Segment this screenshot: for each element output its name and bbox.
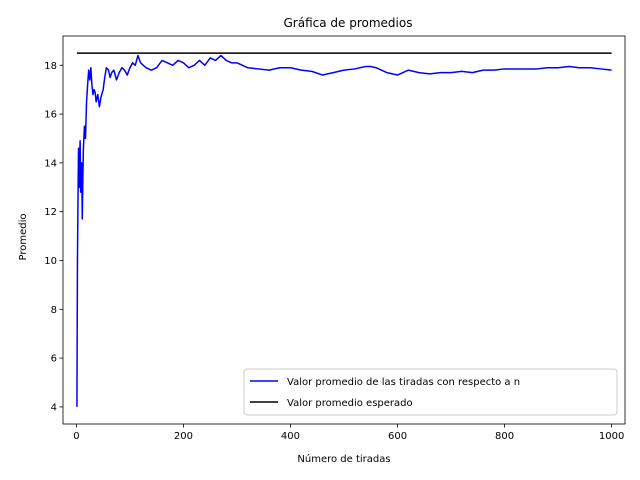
legend-box	[243, 368, 618, 416]
y-tick-label: 6	[51, 354, 57, 365]
y-tick-label: 4	[51, 402, 57, 413]
x-tick-label: 800	[495, 431, 514, 442]
x-tick-label: 400	[281, 431, 300, 442]
series-layer	[76, 52, 612, 407]
y-tick-label: 10	[44, 256, 57, 267]
x-axis-ticks: 0 200 400 600 800 1000	[73, 424, 624, 442]
x-tick-label: 0	[73, 431, 79, 442]
y-axis-ticks: 4 6 8 10 12 14 16 18	[44, 61, 63, 413]
y-tick-label: 16	[44, 110, 57, 121]
y-tick-label: 18	[44, 61, 57, 72]
y-tick-label: 14	[44, 158, 57, 169]
x-tick-label: 600	[388, 431, 407, 442]
chart-title: Gráfica de promedios	[284, 16, 413, 30]
axes-frame	[62, 35, 626, 425]
y-tick-label: 12	[44, 207, 57, 218]
y-tick-label: 8	[51, 305, 57, 316]
series-line-1	[76, 54, 612, 407]
legend-entry-1: Valor promedio de las tiradas con respec…	[287, 377, 520, 388]
legend: Valor promedio de las tiradas con respec…	[243, 368, 618, 416]
x-tick-label: 1000	[599, 431, 624, 442]
x-tick-label: 200	[174, 431, 193, 442]
plot-area: 0 200 400 600 800 1000 4 6 8 10 12 14 16 18	[44, 35, 626, 442]
legend-entry-2: Valor promedio esperado	[287, 398, 413, 409]
x-axis-label: Número de tiradas	[297, 453, 390, 465]
y-axis-label: Promedio	[18, 213, 29, 260]
